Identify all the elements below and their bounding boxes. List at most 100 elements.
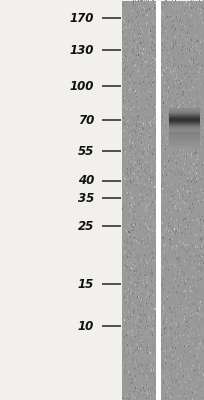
Bar	[126, 102, 127, 104]
Bar	[143, 164, 144, 166]
Bar	[182, 61, 183, 63]
Bar	[127, 122, 128, 124]
Bar	[189, 60, 190, 62]
Bar	[189, 192, 190, 194]
Bar	[174, 164, 175, 166]
Bar	[162, 336, 163, 338]
Bar	[173, 70, 174, 72]
Bar	[168, 13, 169, 15]
Bar	[135, 270, 136, 272]
Bar	[163, 14, 164, 16]
Bar	[193, 139, 194, 141]
Bar	[170, 128, 171, 130]
Bar	[137, 254, 138, 256]
Bar	[161, 1, 204, 400]
Bar	[171, 169, 172, 171]
Bar	[138, 101, 139, 103]
Bar	[134, 276, 135, 278]
Bar	[142, 238, 143, 240]
Bar	[137, 252, 138, 254]
Bar	[138, 350, 139, 352]
Bar	[128, 48, 129, 50]
Bar	[189, 76, 190, 78]
Bar	[125, 178, 126, 180]
Bar	[134, 288, 135, 290]
Bar	[169, 109, 200, 110]
Bar	[162, 18, 163, 20]
Bar	[152, 244, 153, 246]
Bar	[189, 92, 190, 94]
Bar	[134, 373, 135, 375]
Bar	[133, 396, 134, 398]
Bar	[171, 76, 172, 78]
Bar	[201, 243, 202, 245]
Bar	[168, 337, 169, 339]
Bar	[147, 33, 148, 35]
Bar	[132, 257, 133, 259]
Bar	[176, 102, 177, 104]
Bar	[164, 175, 165, 177]
Bar	[129, 234, 130, 236]
Bar	[145, 264, 146, 266]
Bar	[145, 223, 146, 225]
Bar	[132, 310, 133, 312]
Bar	[144, 390, 145, 392]
Bar	[203, 262, 204, 264]
Bar	[181, 305, 182, 307]
Bar	[197, 61, 198, 63]
Bar	[174, 177, 175, 179]
Bar	[125, 297, 126, 299]
Bar	[135, 86, 136, 88]
Bar	[192, 246, 193, 248]
Bar	[125, 132, 126, 134]
Bar	[143, 317, 144, 319]
Bar	[132, 142, 133, 144]
Bar	[134, 99, 135, 101]
Bar	[142, 351, 143, 353]
Bar	[137, 163, 138, 165]
Bar	[187, 136, 188, 138]
Bar	[143, 278, 144, 280]
Bar	[154, 397, 155, 399]
Bar	[149, 95, 150, 97]
Bar	[193, 2, 194, 4]
Bar	[183, 291, 184, 293]
Bar	[172, 382, 173, 384]
Bar	[139, 11, 140, 13]
Bar	[183, 320, 184, 322]
Bar	[132, 10, 133, 12]
Bar	[179, 260, 180, 262]
Bar	[126, 26, 127, 28]
Bar	[153, 20, 154, 22]
Bar	[177, 19, 178, 21]
Bar	[145, 234, 146, 236]
Bar	[153, 368, 154, 370]
Bar	[148, 344, 149, 346]
Bar	[148, 380, 149, 382]
Bar	[174, 31, 175, 33]
Bar	[130, 211, 131, 213]
Bar	[190, 155, 191, 157]
Bar	[147, 352, 148, 354]
Bar	[149, 259, 150, 261]
Bar	[149, 270, 150, 272]
Bar	[130, 28, 131, 30]
Bar	[180, 95, 181, 97]
Bar	[144, 174, 145, 176]
Bar	[166, 226, 167, 228]
Bar	[131, 229, 132, 231]
Bar	[185, 220, 186, 222]
Bar	[198, 329, 199, 331]
Bar	[175, 290, 176, 292]
Bar	[202, 398, 203, 400]
Bar	[128, 238, 129, 240]
Bar	[163, 220, 164, 222]
Bar	[192, 279, 193, 281]
Bar	[179, 137, 180, 139]
Bar	[189, 112, 190, 114]
Bar	[178, 313, 179, 315]
Bar	[189, 122, 190, 124]
Bar	[193, 181, 194, 183]
Bar	[187, 30, 188, 32]
Bar	[195, 342, 196, 344]
